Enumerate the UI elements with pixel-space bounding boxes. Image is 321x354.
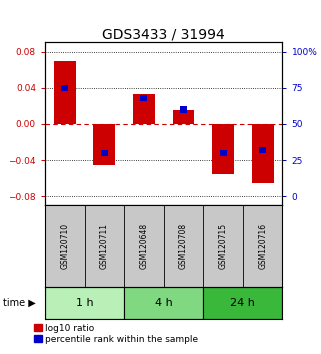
Text: GSM120710: GSM120710	[60, 223, 69, 269]
Bar	[93, 124, 115, 165]
Text: 4 h: 4 h	[155, 298, 173, 308]
Bar	[203, 287, 282, 319]
Bar	[220, 150, 227, 156]
Title: GDS3433 / 31994: GDS3433 / 31994	[102, 27, 225, 41]
Bar	[173, 110, 195, 124]
Bar	[61, 85, 68, 91]
Bar	[252, 124, 273, 183]
Text: 1 h: 1 h	[76, 298, 93, 308]
Bar	[133, 94, 155, 124]
Text: 24 h: 24 h	[230, 298, 255, 308]
Bar	[140, 95, 147, 101]
Bar	[54, 61, 76, 124]
Text: GSM120711: GSM120711	[100, 223, 109, 269]
Text: GSM120648: GSM120648	[139, 223, 148, 269]
Bar	[180, 106, 187, 113]
Bar	[259, 147, 266, 153]
Bar	[45, 287, 124, 319]
Legend: log10 ratio, percentile rank within the sample: log10 ratio, percentile rank within the …	[33, 323, 199, 345]
Text: time ▶: time ▶	[3, 298, 36, 308]
Text: GSM120708: GSM120708	[179, 223, 188, 269]
Text: GSM120716: GSM120716	[258, 223, 267, 269]
Bar	[101, 150, 108, 156]
Bar	[124, 287, 203, 319]
Text: GSM120715: GSM120715	[219, 223, 228, 269]
Bar	[212, 124, 234, 174]
